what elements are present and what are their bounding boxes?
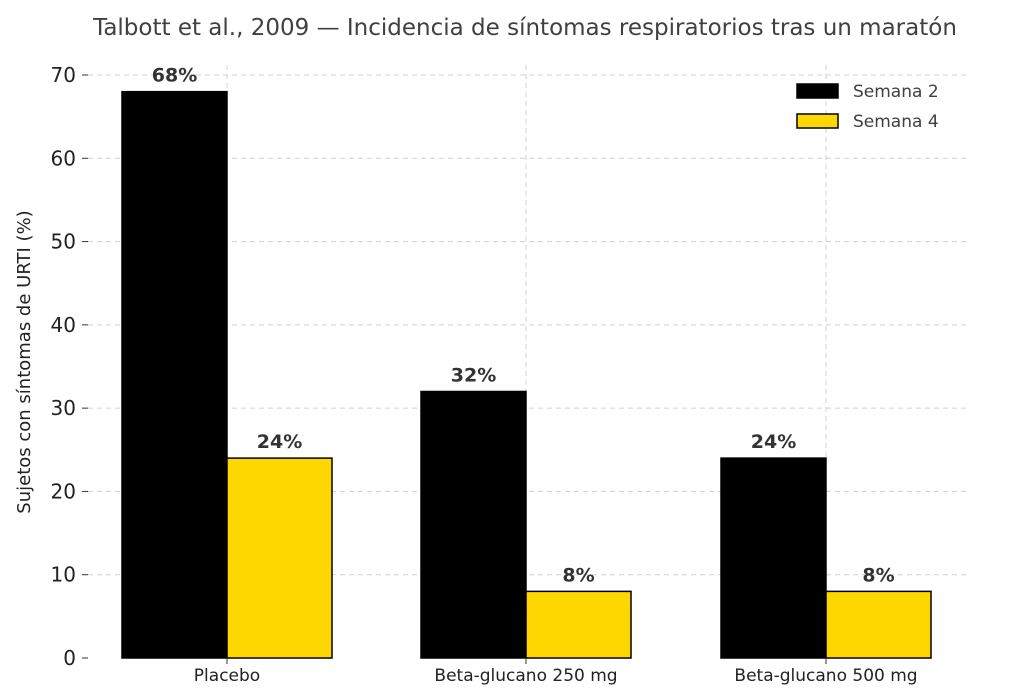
legend-swatch — [796, 83, 839, 99]
bar-semana-4 — [226, 457, 333, 659]
x-axis-ticks: Placebo Beta-glucano 250 mg Beta-glucano 5… — [194, 658, 918, 686]
legend-label: Semana 4 — [853, 112, 939, 132]
bar-semana-4 — [525, 590, 632, 659]
y-tick-label: 0 — [63, 646, 76, 670]
bar-semana-2 — [420, 390, 527, 659]
legend: Semana 2 Semana 4 — [796, 82, 939, 132]
bar-value-label: 32% — [451, 364, 496, 386]
y-tick-label: 70 — [51, 63, 76, 87]
bar-semana-2 — [121, 90, 228, 659]
y-tick-label: 40 — [51, 313, 76, 337]
x-tick-label: Beta-glucano 250 mg — [434, 666, 617, 686]
bar-semana-2 — [720, 457, 827, 659]
y-tick-label: 10 — [51, 563, 76, 587]
x-tick-label: Beta-glucano 500 mg — [734, 666, 917, 686]
bar-value-label: 8% — [562, 564, 594, 586]
y-tick-label: 50 — [51, 230, 76, 254]
legend-label: Semana 2 — [853, 82, 939, 102]
bar-value-label: 24% — [257, 431, 302, 453]
y-tick-label: 30 — [51, 396, 76, 420]
y-tick-label: 20 — [51, 479, 76, 503]
chart-title: Talbott et al., 2009 — Incidencia de sín… — [92, 15, 957, 41]
y-tick-label: 60 — [51, 146, 76, 170]
x-tick-label: Placebo — [194, 666, 260, 686]
bar-semana-4 — [825, 590, 932, 659]
bar-value-label: 8% — [862, 564, 894, 586]
bars: 68% 32% 24% 24% 8% 8% — [121, 65, 932, 659]
y-axis-ticks: 0 10 20 30 40 50 60 70 — [51, 63, 88, 670]
legend-swatch — [796, 113, 839, 129]
bar-value-label: 68% — [152, 65, 197, 87]
bar-value-label: 24% — [751, 431, 796, 453]
y-axis-label: Sujetos con síntomas de URTI (%) — [14, 210, 35, 513]
